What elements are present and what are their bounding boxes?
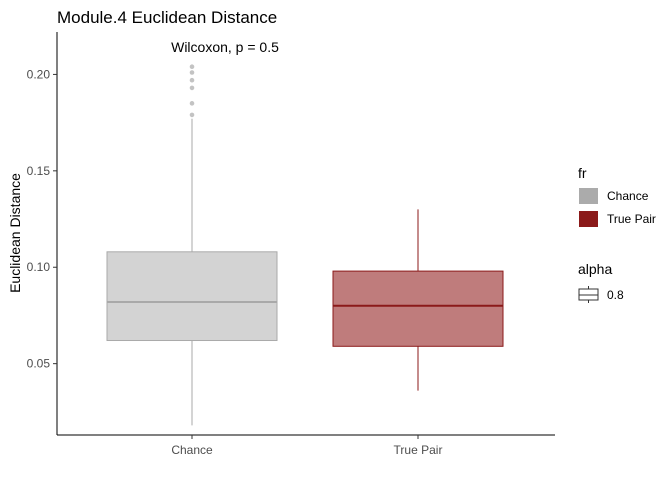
y-tick-label: 0.20 [27, 67, 51, 81]
legend-fill-items: Chance True Pair [579, 188, 656, 227]
wilcoxon-annotation: Wilcoxon, p = 0.5 [171, 39, 279, 55]
box-iqr [332, 270, 504, 347]
plot-area [106, 64, 504, 426]
x-tick-label: True Pair [394, 443, 443, 457]
x-axis-ticks: Chance True Pair [171, 435, 442, 457]
chart-title: Module.4 Euclidean Distance [57, 8, 277, 27]
outlier-point [189, 64, 195, 70]
box-group [106, 64, 278, 426]
box-group [332, 209, 504, 391]
outlier-point [189, 70, 195, 75]
legend-alpha-key [578, 286, 599, 303]
legend-alpha-items: 0.8 [578, 286, 624, 303]
y-axis-title: Euclidean Distance [7, 173, 23, 293]
legend: fr Chance True Pair alpha 0.8 [578, 165, 656, 303]
legend-alpha-title: alpha [578, 261, 612, 277]
outlier-point [189, 112, 195, 118]
outlier-point [189, 101, 195, 106]
y-tick-label: 0.15 [27, 164, 51, 178]
x-tick-label: Chance [171, 443, 213, 457]
outlier-point [189, 77, 195, 83]
y-axis-ticks: 0.05 0.10 0.15 0.20 [27, 67, 57, 371]
legend-label: Chance [607, 189, 649, 203]
outlier-point [189, 85, 195, 91]
y-tick-label: 0.10 [27, 260, 51, 274]
legend-label: True Pair [607, 212, 656, 226]
legend-swatch [579, 211, 598, 227]
legend-fill-title: fr [578, 165, 587, 181]
legend-label: 0.8 [607, 288, 624, 302]
box-iqr [106, 251, 278, 342]
legend-swatch [579, 188, 598, 204]
y-tick-label: 0.05 [27, 357, 51, 371]
